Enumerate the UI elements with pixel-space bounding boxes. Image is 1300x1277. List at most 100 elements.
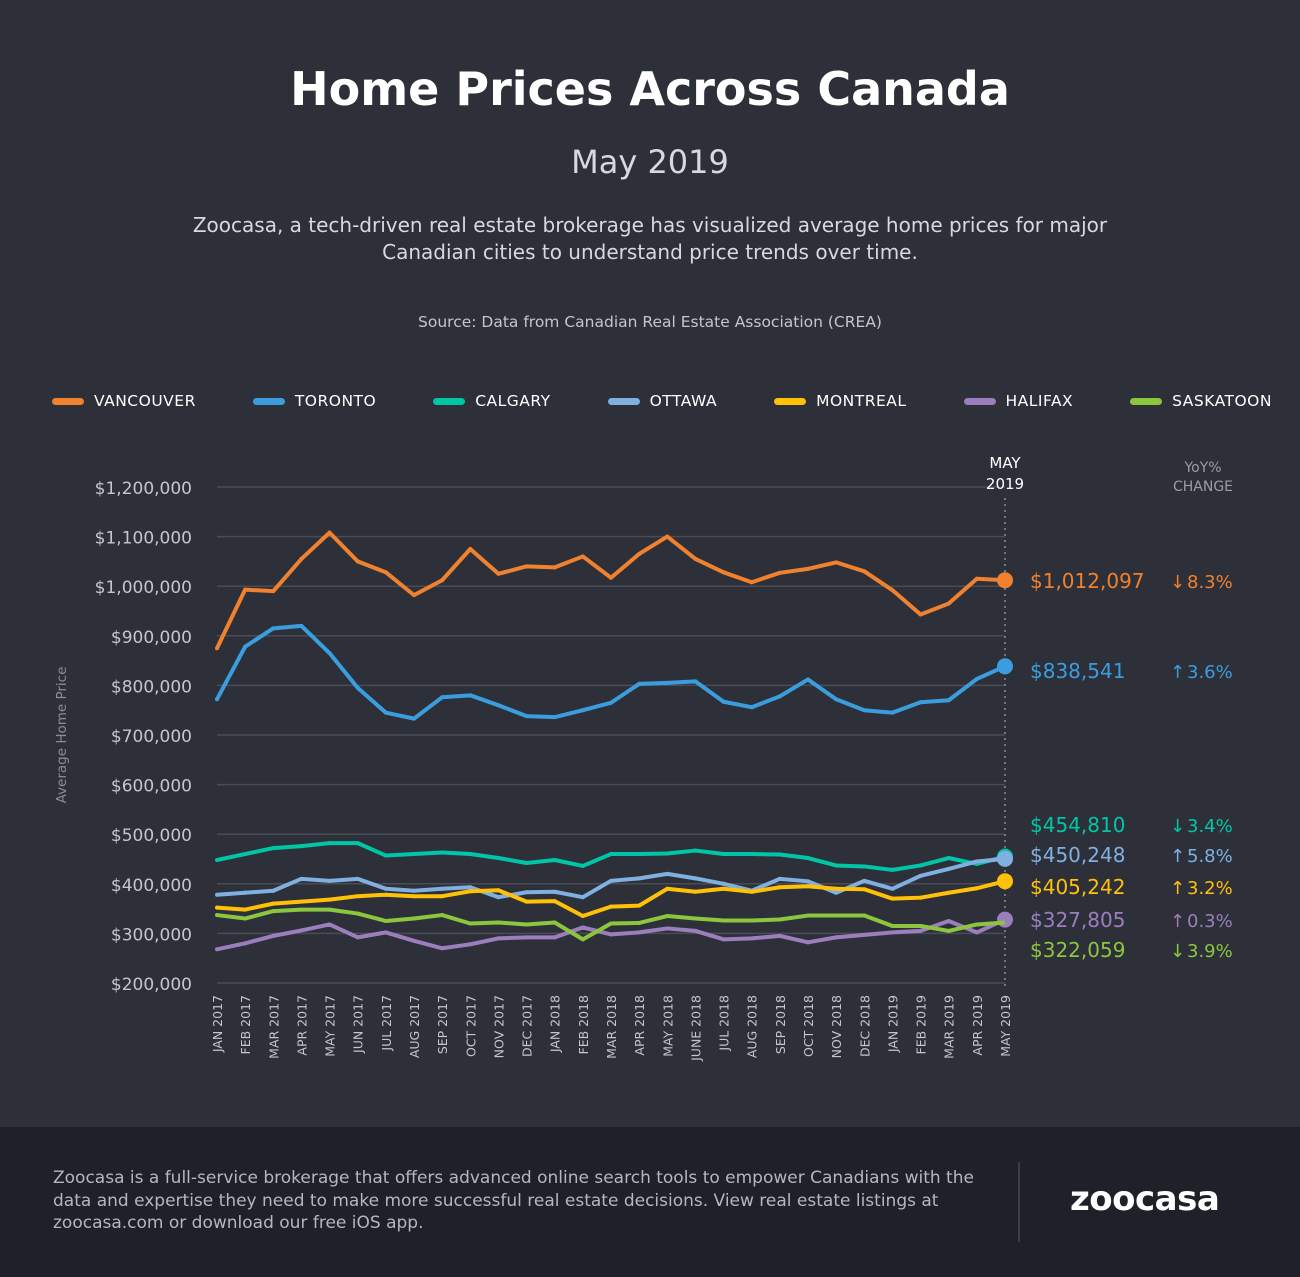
end-dot-montreal	[997, 873, 1013, 890]
data-point-calgary	[468, 852, 473, 857]
data-point-toronto	[890, 710, 895, 715]
data-point-saskatoon	[918, 923, 923, 928]
data-point-calgary	[299, 844, 304, 849]
data-point-calgary	[693, 848, 698, 853]
data-point-ottawa	[552, 889, 557, 894]
data-point-halifax	[721, 937, 726, 942]
data-point-calgary	[496, 856, 501, 861]
data-point-montreal	[862, 887, 867, 892]
data-point-montreal	[721, 886, 726, 891]
data-point-toronto	[721, 699, 726, 704]
zoocasa-logo: zoocasa	[1070, 1179, 1220, 1219]
data-point-saskatoon	[383, 919, 388, 923]
y-tick-label: $600,000	[111, 777, 192, 797]
data-point-toronto	[243, 644, 248, 649]
data-point-calgary	[749, 852, 754, 857]
description: Zoocasa, a tech-driven real estate broke…	[192, 213, 1108, 264]
x-tick-label: FEB 2018	[576, 995, 591, 1054]
data-point-calgary	[806, 856, 810, 861]
data-point-ottawa	[271, 888, 276, 893]
data-point-saskatoon	[637, 920, 642, 925]
data-point-toronto	[383, 710, 388, 715]
data-point-halifax	[552, 935, 557, 940]
x-tick-label: MAR 2017	[266, 995, 281, 1059]
data-point-halifax	[862, 932, 867, 937]
data-point-saskatoon	[412, 916, 416, 921]
data-point-vancouver	[412, 593, 416, 598]
data-point-saskatoon	[749, 918, 754, 923]
x-tick-label: AUG 2018	[745, 995, 760, 1058]
data-point-ottawa	[777, 876, 782, 881]
data-point-montreal	[412, 894, 416, 899]
legend-item-calgary: CALGARY	[433, 392, 550, 410]
yoy-arrow-up-icon: ↑	[1170, 911, 1185, 932]
data-point-halifax	[609, 932, 613, 937]
data-point-ottawa	[946, 866, 951, 871]
data-point-ottawa	[215, 892, 219, 897]
data-point-calgary	[243, 852, 248, 857]
data-point-saskatoon	[524, 922, 529, 927]
legend-swatch	[252, 397, 285, 405]
data-point-montreal	[468, 889, 473, 894]
data-point-montreal	[890, 896, 895, 901]
data-point-halifax	[524, 935, 529, 940]
legend-label: HALIFAX	[1005, 392, 1074, 410]
data-point-saskatoon	[355, 911, 360, 916]
data-point-ottawa	[721, 881, 726, 886]
data-point-vancouver	[777, 570, 782, 575]
data-point-halifax	[580, 925, 585, 930]
x-tick-label: MAY 2017	[323, 995, 338, 1057]
data-point-montreal	[806, 884, 810, 889]
page-subtitle: May 2019	[571, 143, 729, 181]
data-point-vancouver	[862, 569, 867, 574]
x-tick-label: DEC 2017	[520, 995, 535, 1057]
data-point-ottawa	[665, 871, 670, 876]
legend-swatch	[607, 397, 640, 405]
data-point-vancouver	[327, 530, 332, 535]
yoy-change-halifax: 0.3%	[1187, 911, 1233, 932]
x-tick-label: JAN 2019	[885, 995, 900, 1053]
data-point-vancouver	[468, 547, 473, 551]
y-tick-label: $500,000	[111, 826, 192, 846]
data-point-saskatoon	[440, 913, 445, 918]
data-point-saskatoon	[890, 923, 895, 928]
data-point-toronto	[299, 623, 304, 628]
data-point-montreal	[834, 886, 839, 891]
data-point-ottawa	[974, 859, 979, 864]
legend-swatch	[774, 397, 807, 405]
x-tick-label: JAN 2017	[210, 995, 225, 1053]
data-point-halifax	[271, 933, 276, 938]
data-point-vancouver	[552, 565, 557, 570]
x-tick-label: OCT 2018	[801, 995, 816, 1057]
data-point-vancouver	[609, 575, 613, 580]
data-point-halifax	[383, 930, 388, 935]
data-point-vancouver	[580, 554, 585, 559]
legend-swatch	[1130, 397, 1163, 405]
final-value-ottawa: $450,248	[1030, 843, 1125, 867]
yoy-change-calgary: 3.4%	[1187, 816, 1233, 837]
data-point-calgary	[946, 856, 951, 861]
source-note: Source: Data from Canadian Real Estate A…	[418, 313, 882, 331]
data-point-montreal	[749, 889, 754, 894]
x-tick-label: APR 2017	[294, 995, 309, 1056]
data-point-montreal	[355, 894, 360, 899]
data-point-ottawa	[468, 885, 473, 890]
data-point-toronto	[552, 715, 557, 720]
data-point-montreal	[496, 888, 501, 893]
legend-item-halifax: HALIFAX	[963, 392, 1074, 410]
data-point-calgary	[665, 851, 670, 856]
data-point-halifax	[946, 919, 951, 923]
final-value-vancouver: $1,012,097	[1030, 569, 1145, 593]
yoy-change-montreal: 3.2%	[1187, 878, 1233, 899]
data-point-toronto	[271, 626, 276, 631]
data-point-halifax	[355, 935, 360, 940]
data-point-ottawa	[243, 890, 248, 895]
data-point-ottawa	[412, 888, 416, 893]
y-tick-label: $700,000	[111, 727, 192, 747]
data-point-toronto	[637, 681, 642, 686]
x-tick-label: APR 2019	[970, 995, 985, 1056]
data-point-toronto	[946, 698, 951, 703]
data-point-saskatoon	[806, 913, 810, 918]
line-chart: $200,000 $300,000 $400,000 $500,000 $600,000…	[54, 454, 1233, 1062]
data-point-calgary	[552, 857, 557, 862]
